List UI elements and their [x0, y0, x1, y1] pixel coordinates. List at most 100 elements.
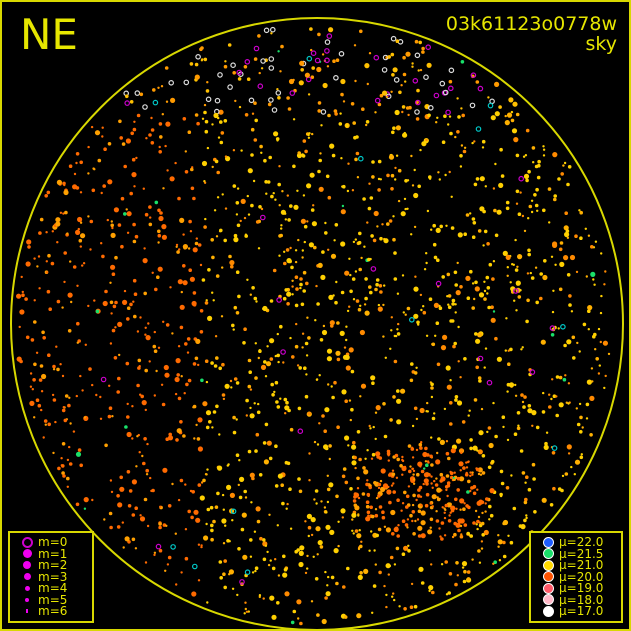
star	[63, 189, 69, 196]
star	[552, 394, 557, 399]
star	[148, 222, 153, 227]
star	[379, 479, 383, 483]
star	[247, 168, 253, 174]
star	[57, 466, 61, 471]
star	[446, 295, 449, 298]
star	[235, 418, 238, 421]
star	[143, 437, 147, 441]
star	[324, 39, 331, 45]
star	[72, 430, 76, 433]
star	[302, 270, 307, 275]
star	[127, 504, 132, 508]
star	[278, 204, 281, 207]
star	[490, 115, 496, 121]
legend-row: m=4	[16, 582, 86, 594]
star	[190, 515, 194, 520]
star	[123, 212, 127, 216]
star	[365, 516, 371, 522]
color-swatch-icon	[542, 536, 554, 548]
star	[484, 185, 487, 188]
star	[247, 610, 250, 613]
star	[575, 407, 578, 410]
star	[68, 396, 71, 399]
star	[437, 171, 440, 174]
star	[456, 438, 462, 444]
star	[291, 293, 294, 296]
star	[297, 617, 300, 620]
star	[431, 494, 437, 500]
star	[179, 420, 183, 424]
star	[389, 418, 393, 422]
legend-label: μ=17.0	[559, 604, 604, 619]
star	[345, 338, 348, 342]
star	[350, 407, 354, 412]
star	[489, 488, 495, 494]
star	[189, 62, 194, 66]
star	[351, 444, 357, 450]
star	[333, 75, 339, 81]
star	[271, 393, 275, 397]
star	[527, 248, 531, 253]
star	[174, 161, 177, 165]
star	[184, 483, 187, 486]
star	[300, 302, 305, 307]
star	[192, 563, 198, 570]
star	[422, 310, 427, 315]
star	[205, 473, 208, 476]
star	[422, 451, 428, 458]
star	[338, 50, 345, 57]
star	[240, 198, 246, 204]
star	[204, 129, 209, 134]
star	[152, 88, 156, 92]
star	[340, 290, 345, 295]
star	[564, 231, 570, 238]
star	[477, 229, 482, 233]
star	[38, 378, 43, 382]
star	[485, 497, 489, 501]
star	[125, 94, 129, 99]
star	[316, 66, 322, 73]
star	[40, 408, 43, 412]
star	[424, 446, 428, 451]
star	[426, 209, 430, 213]
star	[548, 405, 552, 409]
color-swatch-icon	[542, 594, 554, 606]
star	[445, 365, 451, 371]
star	[217, 116, 220, 120]
star	[428, 177, 432, 180]
star	[229, 379, 233, 383]
star	[404, 207, 407, 211]
star	[429, 526, 432, 529]
star	[81, 264, 84, 267]
star	[378, 505, 383, 509]
star	[158, 122, 163, 126]
star	[381, 510, 385, 514]
star	[207, 315, 213, 321]
star	[376, 455, 380, 459]
star	[516, 426, 521, 431]
star	[506, 274, 509, 277]
star	[345, 325, 348, 328]
star	[318, 422, 321, 425]
star	[493, 208, 497, 213]
star	[448, 170, 451, 174]
star	[366, 82, 369, 86]
legend-row: μ=21.5	[537, 548, 615, 560]
star	[255, 220, 260, 224]
star	[131, 405, 134, 408]
star	[455, 290, 461, 296]
star	[519, 289, 522, 292]
legend-label: m=5	[38, 592, 68, 607]
star	[88, 367, 92, 371]
star	[233, 306, 237, 309]
star	[72, 184, 78, 190]
star	[567, 165, 572, 169]
star	[361, 492, 366, 496]
star	[409, 465, 412, 468]
star	[221, 518, 227, 524]
star	[145, 473, 149, 476]
star	[91, 498, 94, 502]
star	[498, 559, 502, 562]
star	[566, 236, 570, 239]
star	[111, 272, 116, 277]
